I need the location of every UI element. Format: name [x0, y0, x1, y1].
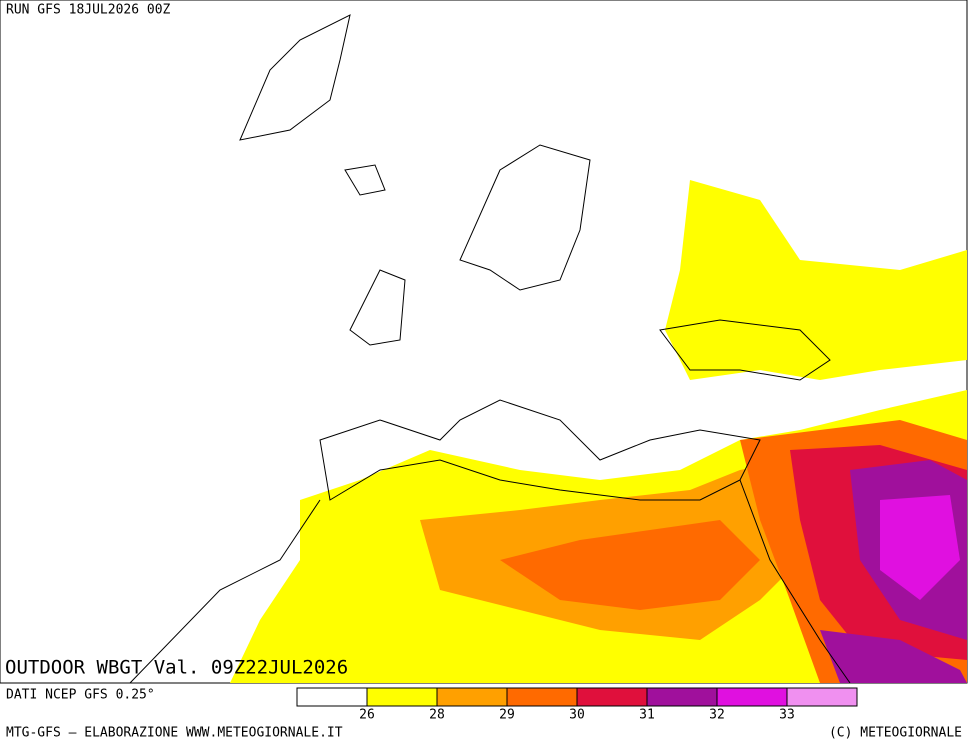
legend-swatch — [436, 687, 508, 707]
copyright: (C) METEOGIORNALE — [829, 726, 962, 741]
coast-greenland — [239, 14, 351, 141]
legend-swatch — [296, 687, 368, 707]
legend-tick-label: 33 — [779, 708, 795, 723]
field-magenta — [880, 495, 960, 600]
map: RUN GFS 18JUL2026 00Z OUTDOOR WBGT Val. … — [0, 0, 968, 684]
source-label: DATI NCEP GFS 0.25° — [6, 688, 155, 703]
legend-swatch — [506, 687, 578, 707]
legend-swatch — [786, 687, 858, 707]
legend-tick-label: 30 — [569, 708, 585, 723]
run-label: RUN GFS 18JUL2026 00Z — [6, 3, 171, 18]
coast-iceland — [344, 164, 386, 196]
legend-tick-label: 31 — [639, 708, 655, 723]
legend-tick-label: 29 — [499, 708, 515, 723]
field-purple-south — [820, 630, 967, 683]
credit: MTG-GFS — ELABORAZIONE WWW.METEOGIORNALE… — [6, 726, 343, 741]
coast-africa-west — [129, 499, 321, 684]
coast-britain — [349, 269, 406, 346]
legend-swatch — [366, 687, 438, 707]
colorbar: 26 28 29 30 31 32 33 — [296, 687, 858, 723]
field-yellow-east — [665, 180, 967, 380]
coast-black-sea — [659, 319, 831, 381]
legend-swatch — [576, 687, 648, 707]
legend-tick-label: 28 — [429, 708, 445, 723]
legend-swatch — [716, 687, 788, 707]
coast-mediterranean — [319, 399, 761, 501]
legend-tick-label: 32 — [709, 708, 725, 723]
coast-scandinavia — [459, 144, 591, 291]
coast-red-sea — [739, 479, 851, 684]
legend-swatch — [646, 687, 718, 707]
product-label: OUTDOOR WBGT Val. 09Z22JUL2026 — [5, 657, 348, 679]
field-dark-orange — [500, 520, 760, 610]
legend-tick-label: 26 — [359, 708, 375, 723]
